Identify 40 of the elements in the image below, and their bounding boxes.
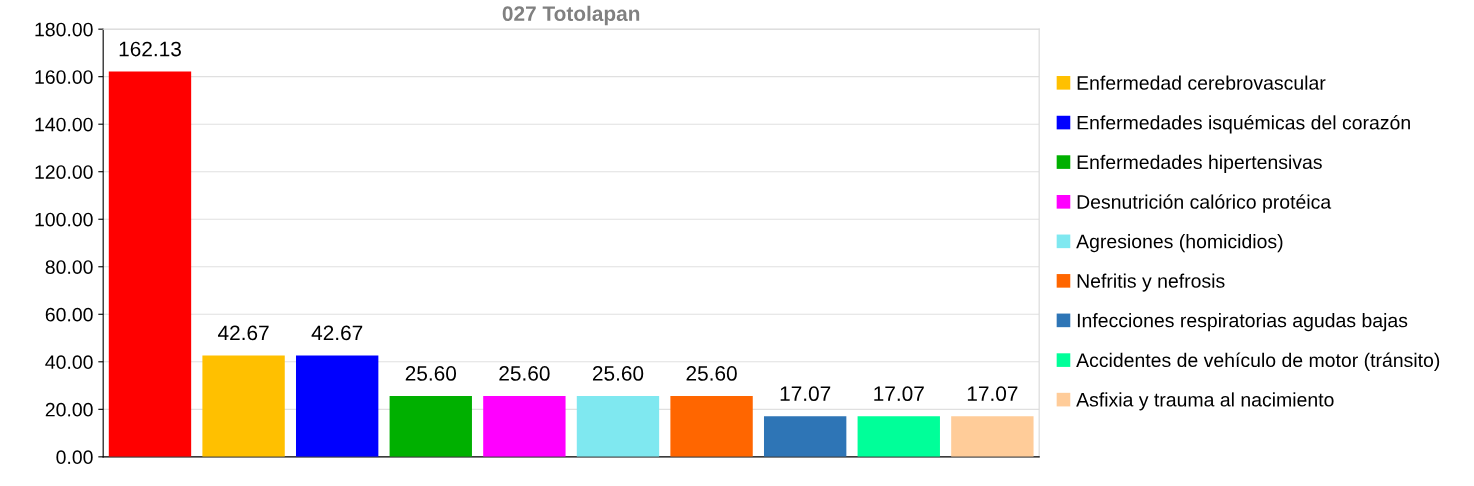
bar xyxy=(202,355,285,457)
y-tick-label: 60.00 xyxy=(45,307,93,322)
data-label: 17.07 xyxy=(967,386,1018,402)
legend-label: Accidentes de vehículo de motor (tránsito) xyxy=(1076,352,1440,371)
bar xyxy=(857,416,940,457)
data-label: 42.67 xyxy=(217,325,269,341)
y-tick-label: 120.00 xyxy=(35,165,93,179)
bar xyxy=(295,355,379,457)
legend-label: Enfermedades hipertensivas xyxy=(1077,154,1322,173)
y-tick-label: 140.00 xyxy=(35,117,93,132)
data-label: 25.60 xyxy=(405,366,457,381)
legend-label: Infecciones respiratorias agudas bajas xyxy=(1077,313,1408,332)
y-tick-label: 20.00 xyxy=(45,402,93,417)
legend-label: Asfixia y trauma al nacimiento xyxy=(1076,392,1334,411)
chart-title: 027 Totolapan xyxy=(502,5,640,26)
bar xyxy=(951,416,1034,457)
y-tick-label: 80.00 xyxy=(45,260,93,274)
bar xyxy=(389,396,472,457)
data-label: 25.60 xyxy=(686,366,737,381)
bar xyxy=(108,71,192,457)
data-label: 25.60 xyxy=(592,366,644,381)
legend-label: Enfermedad cerebrovascular xyxy=(1077,75,1326,90)
legend-label: Nefritis y nefrosis xyxy=(1077,273,1225,292)
y-tick-label: 100.00 xyxy=(35,212,93,227)
data-label: 25.60 xyxy=(499,366,550,381)
data-label: 42.67 xyxy=(311,325,363,341)
data-label: 17.07 xyxy=(780,386,831,402)
y-tick-label: 180.00 xyxy=(35,22,93,37)
bar xyxy=(763,416,847,457)
y-tick-label: 40.00 xyxy=(45,355,93,370)
legend-label: Enfermedades isquémicas del corazón xyxy=(1077,115,1410,134)
bar xyxy=(670,396,753,457)
y-tick-label: 160.00 xyxy=(35,70,93,84)
bar xyxy=(483,396,566,457)
y-tick-label: 0.00 xyxy=(56,450,93,465)
data-label: 162.13 xyxy=(119,41,181,57)
legend-label: Agresiones (homicidios) xyxy=(1076,234,1283,253)
legend-label: Desnutrición calórico protéica xyxy=(1077,194,1332,213)
data-label: 17.07 xyxy=(874,386,924,402)
bar xyxy=(576,396,660,457)
